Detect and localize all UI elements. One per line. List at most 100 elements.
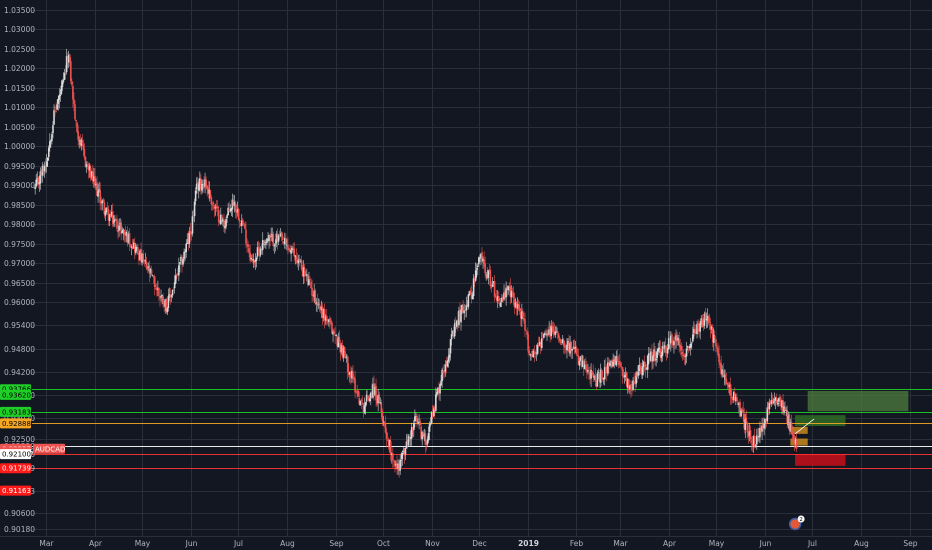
candle-body [462,306,464,312]
candle-body [333,330,335,334]
y-tick-label: 0.94800 [4,345,35,354]
candle-body [34,186,36,190]
candle-body [744,419,747,430]
candle-body [332,331,334,335]
candle-body [699,323,701,332]
candle-body [399,460,401,471]
candle-body [661,346,664,357]
candle-body [336,336,339,347]
candle-body [300,260,303,270]
candle-body [366,395,369,399]
candle-body [100,203,103,205]
candle-body [229,211,232,213]
candle-body [410,427,413,439]
candle-body [677,337,679,341]
candle-body [47,147,50,158]
candle-body [537,344,540,347]
candle-body [144,260,147,262]
candle-body [308,279,310,286]
candle-body [467,294,470,308]
candle-body [723,375,726,378]
candle-body [329,318,331,322]
candle-body [404,447,407,455]
candle-body [438,388,440,394]
candle-body [478,257,480,265]
candle-body [344,356,347,359]
candle-body [165,298,168,312]
candle-body [312,295,314,297]
candle-body [206,185,208,189]
candle-body [621,367,624,377]
candle-body [159,295,161,299]
candle-body [62,79,65,82]
candle-body [271,234,274,236]
candle-body [592,372,594,377]
candle-body [516,304,519,309]
candle-body [370,392,372,398]
candle-body [720,363,722,375]
x-tick-label: Nov [425,539,440,548]
candle-body [728,385,731,387]
candle-body [108,214,111,222]
candle-body [414,416,416,422]
candle-body [361,402,364,404]
candle-body [662,347,665,350]
time-axis[interactable]: Mar Apr May Jun Jul Aug Sep Oct Nov Dec 2019 Feb Mar… [0,536,932,550]
x-tick-label: Aug [854,539,869,548]
candle-body [378,394,381,402]
y-tick-label: 1.00500 [4,123,35,132]
candle-body [168,294,171,298]
candle-body [373,383,375,396]
candle-body [196,182,199,190]
candle-body [612,361,614,367]
candle-body [660,354,663,358]
candle-body [505,287,507,298]
candle-body [751,443,754,447]
candle-body [547,332,549,336]
candle-body [650,351,652,361]
candle-body [487,269,490,279]
candle-body [717,348,719,356]
candle-body [45,161,48,167]
candle-body [331,322,333,334]
candle-body [247,244,249,248]
candle-body [544,332,546,336]
candle-body [208,189,211,194]
candle-body [215,206,218,208]
candle-body [631,389,633,391]
candle-body [594,375,597,382]
candle-body [177,273,179,275]
y-tick-label: 0.90600 [4,509,35,518]
candle-body [471,294,474,300]
candle-body [769,402,772,404]
candle-body [486,274,489,279]
candle-body [658,347,661,350]
candle-body [80,139,83,146]
candle-body [437,387,439,394]
candle-body [58,95,61,100]
symbol-badge: AUDCAD [35,445,65,453]
candle-body [740,410,742,417]
price-badge-bg [0,389,31,400]
candle-body [758,436,760,438]
candle-body [442,371,444,373]
candle-body [777,403,779,405]
candle-body [614,358,617,365]
candle-body [690,342,693,344]
candle-body [323,309,326,321]
candle-body [190,232,193,235]
candle-body [352,371,354,378]
candle-body [130,246,133,249]
event-markers[interactable]: 2 [788,515,805,531]
candle-body [553,330,556,335]
candle-body [642,361,645,367]
candle-body [446,361,449,367]
candle-body [775,397,778,403]
candle-body [316,301,319,305]
candle-body [117,230,119,233]
event-marker-icon[interactable] [788,517,802,531]
candle-body [364,402,367,407]
candle-body [408,437,411,440]
candle-body [598,373,601,382]
